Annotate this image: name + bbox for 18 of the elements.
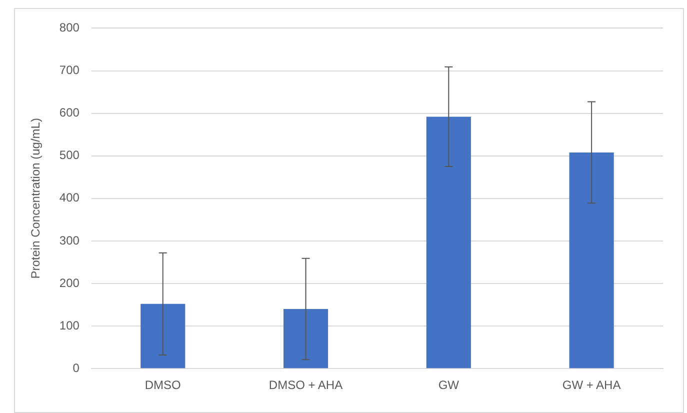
bar xyxy=(140,304,186,368)
x-tick-label: DMSO xyxy=(144,378,181,392)
y-tick-label: 300 xyxy=(59,233,80,248)
bar xyxy=(283,309,328,368)
x-tick-label: GW + AHA xyxy=(562,378,621,392)
y-tick-label: 200 xyxy=(59,276,80,290)
y-tick-label: 400 xyxy=(59,190,80,205)
y-tick-label: 500 xyxy=(59,148,80,162)
y-axis-title: Protein Concentration (ug/mL) xyxy=(28,118,43,279)
y-tick-label: 700 xyxy=(59,63,80,78)
y-tick-label: 0 xyxy=(72,360,80,375)
bar xyxy=(569,152,614,368)
y-tick-label: 600 xyxy=(59,106,80,120)
y-tick-label: 800 xyxy=(59,20,80,35)
bar xyxy=(426,116,471,368)
x-tick-label: DMSO + AHA xyxy=(268,378,343,392)
x-tick-label: GW xyxy=(438,378,460,392)
y-tick-label: 100 xyxy=(59,318,80,332)
